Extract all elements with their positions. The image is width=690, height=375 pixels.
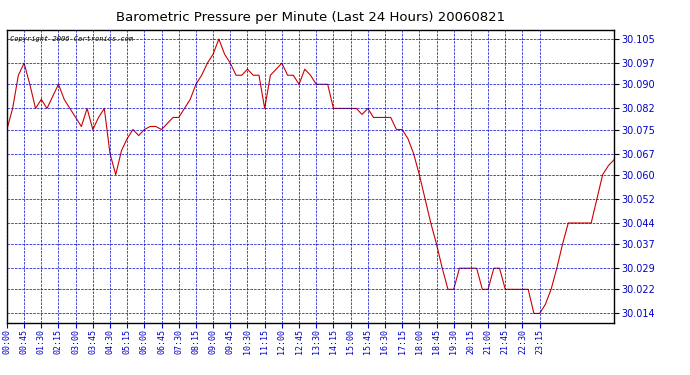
Text: Copyright 2006 Cartronics.com: Copyright 2006 Cartronics.com (10, 36, 133, 42)
Text: Barometric Pressure per Minute (Last 24 Hours) 20060821: Barometric Pressure per Minute (Last 24 … (116, 11, 505, 24)
